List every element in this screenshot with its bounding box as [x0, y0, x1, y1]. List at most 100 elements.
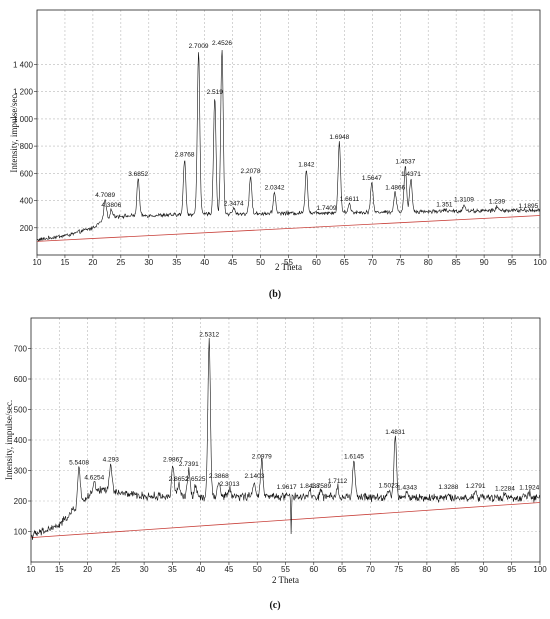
panel-b-baseline: [36, 215, 541, 242]
panel-b-x-tick-label: 10: [33, 258, 42, 267]
panel-b-x-tick-label: 45: [228, 258, 237, 267]
panel-b-x-tick-label: 40: [200, 258, 209, 267]
panel-c-y-tick-label: 400: [14, 436, 28, 445]
panel-c-x-tick-label: 80: [422, 565, 431, 574]
panel-b-y-tick-label: 1 000: [13, 115, 34, 124]
panel-b-diffraction-trace: [36, 49, 540, 242]
panel-b-x-tick-label: 95: [508, 258, 517, 267]
panel-b-peak-label: 1.239: [489, 199, 506, 206]
panel-b-peak-label: 1.4866: [385, 184, 405, 191]
panel-c-peak-label: 1.4343: [397, 484, 417, 491]
panel-c-x-tick-label: 50: [253, 565, 262, 574]
panel-c-peak-label: 2.8652: [169, 476, 189, 483]
panel-b-x-tick-label: 75: [396, 258, 405, 267]
panel-c-y-tick-label: 500: [14, 406, 28, 415]
panel-c-peak-label: 1.9617: [277, 484, 297, 491]
panel-b-peak-label: 1.6611: [340, 196, 360, 203]
panel-c-diffraction-trace: [31, 337, 540, 540]
panel-c-x-tick-label: 20: [83, 565, 92, 574]
panel-c-x-tick-label: 35: [168, 565, 177, 574]
panel-c-x-tick-label: 40: [196, 565, 205, 574]
panel-c-peak-label: 1.3288: [438, 484, 458, 491]
panel-c-peak-label: 1.4831: [385, 429, 405, 436]
panel-c-peak-label: 1.7589: [311, 483, 331, 490]
panel-c-x-tick-label: 60: [309, 565, 318, 574]
panel-c-x-tick-label: 45: [224, 565, 233, 574]
panel-b-x-tick-label: 100: [533, 258, 547, 267]
panel-c-peak-label: 1.2791: [466, 483, 486, 490]
panel-b-peak-label: 1.3109: [454, 197, 474, 204]
panel-c-peak-label: 2.9867: [163, 456, 183, 463]
panel-c-x-tick-label: 30: [140, 565, 149, 574]
panel-c-peak-label: 1.8438: [300, 483, 320, 490]
panel-b-x-tick-label: 65: [340, 258, 349, 267]
panel-c-peak-label: 1.7112: [328, 478, 348, 485]
panel-b-peak-label: 2.8768: [175, 152, 195, 159]
panel-b-x-tick-label: 35: [172, 258, 181, 267]
panel-b-peak-label: 3.6852: [128, 171, 148, 178]
panel-b-peak-label: 1.842: [298, 161, 315, 168]
panel-b-peak-label: 1.351: [436, 201, 453, 208]
panel-b-x-tick-label: 70: [368, 258, 377, 267]
panel-b-caption-label: (b): [269, 289, 281, 300]
panel-b-x-tick-label: 60: [312, 258, 321, 267]
panel-c-x-tick-label: 25: [111, 565, 120, 574]
panel-b-y-tick-label: 600: [20, 169, 34, 178]
panel-c-x-tick-label: 15: [55, 565, 64, 574]
panel-b-peak-label: 1.4371: [401, 171, 421, 178]
panel-b-peak-label: 2.0342: [265, 184, 285, 191]
panel-b-peak-label: 2.519: [207, 89, 224, 96]
panel-b-peak-label: 2.2078: [241, 168, 261, 175]
panel-b-x-tick-label: 90: [480, 258, 489, 267]
panel-c-peak-label: 2.3868: [209, 473, 229, 480]
panel-b-x-tick-label: 85: [452, 258, 461, 267]
panel-b-y-tick-label: 1 200: [13, 88, 34, 97]
panel-c-caption-label: (c): [269, 600, 280, 611]
panel-b-peak-label: 1.7409: [317, 205, 337, 212]
panel-c-peak-label: 2.7391: [179, 461, 199, 468]
panel-c-peak-label: 2.3013: [220, 481, 240, 488]
panel-b-y-axis-label: Intensity, impulse/sec.: [9, 92, 19, 172]
panel-c-peak-label: 1.5023: [378, 482, 398, 489]
panel-c-peak-label: 5.5408: [69, 459, 89, 466]
panel-c-x-tick-label: 65: [338, 565, 347, 574]
panel-c-x-tick-label: 100: [533, 565, 547, 574]
panel-c-peak-label: 2.6525: [186, 476, 206, 483]
panel-b-peak-label: 2.4526: [212, 40, 232, 47]
panel-c-x-axis-label: 2 Theta: [272, 575, 299, 585]
panel-c-peak-label: 4.6254: [84, 475, 104, 482]
panel-c-baseline: [30, 502, 541, 538]
panel-b-peak-label: 2.3474: [224, 201, 244, 208]
panel-c-peak-label: 1.6145: [344, 453, 364, 460]
panel-c-x-tick-label: 70: [366, 565, 375, 574]
panel-b-peak-label: 1.6948: [329, 134, 349, 141]
panel-c-x-tick-label: 90: [479, 565, 488, 574]
panel-b-x-tick-label: 50: [256, 258, 265, 267]
panel-c-peak-label: 2.5312: [199, 331, 219, 338]
panel-b-peak-label: 1.5647: [362, 175, 382, 182]
panel-b-peak-label: 1.1895: [518, 203, 538, 210]
panel-b-y-tick-label: 200: [20, 224, 34, 233]
panel-b-peak-label: 1.4537: [395, 159, 415, 166]
panel-b-y-tick-label: 800: [20, 142, 34, 151]
panel-b-y-tick-label: 400: [20, 197, 34, 206]
panel-c-y-tick-label: 200: [14, 497, 28, 506]
panel-b-x-tick-label: 15: [60, 258, 69, 267]
panel-c-y-axis-label: Intensity, impulse/sec.: [4, 400, 14, 480]
panel-b-x-tick-label: 25: [116, 258, 125, 267]
panel-c-peak-label: 1.1924: [519, 484, 539, 491]
panel-c-y-tick-label: 100: [14, 528, 28, 537]
panel-c-peak-label: 1.2284: [495, 485, 515, 492]
panel-b-x-tick-label: 80: [424, 258, 433, 267]
panel-b-x-tick-label: 30: [144, 258, 153, 267]
panel-b-x-tick-label: 20: [88, 258, 97, 267]
panel-b-y-tick-label: 1 400: [13, 60, 34, 69]
panel-b-x-axis-label: 2 Theta: [275, 262, 302, 272]
panel-c-y-tick-label: 600: [14, 375, 28, 384]
panel-c-y-tick-label: 700: [14, 345, 28, 354]
panel-c-x-tick-label: 55: [281, 565, 290, 574]
panel-c-peak-label: 4.293: [103, 456, 120, 463]
panel-b-peak-label: 4.3806: [101, 202, 121, 209]
